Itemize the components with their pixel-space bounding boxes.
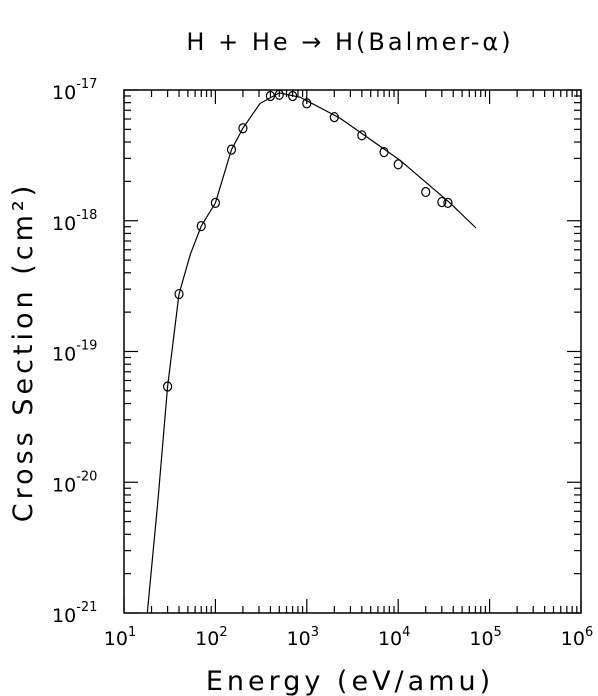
y-tick-base: 10 — [52, 605, 76, 627]
data-point — [238, 123, 248, 134]
y-tick-label: 10-18 — [52, 208, 97, 235]
x-tick-exp: 3 — [311, 625, 319, 640]
y-tick-exp: -19 — [76, 339, 97, 354]
x-tick-base: 10 — [287, 628, 311, 650]
data-point — [421, 186, 431, 198]
data-point — [210, 197, 220, 208]
data-point — [443, 197, 453, 208]
data-point — [357, 130, 367, 141]
x-tick-label: 104 — [378, 625, 410, 650]
x-tick-exp: 4 — [402, 625, 410, 640]
x-tick-exp: 5 — [494, 625, 502, 640]
data-point — [437, 196, 447, 208]
x-tick-base: 10 — [561, 628, 585, 650]
y-tick-label: 10-17 — [52, 77, 97, 104]
x-tick-base: 10 — [195, 628, 219, 650]
y-tick-label: 10-21 — [52, 600, 97, 627]
y-tick-base: 10 — [52, 213, 76, 235]
y-tick-exp: -17 — [76, 77, 97, 92]
x-tick-exp: 2 — [219, 625, 227, 640]
y-tick-base: 10 — [52, 474, 76, 496]
y-axis-label: Cross Section (cm²) — [8, 182, 39, 523]
x-axis-label: Energy (eV/amu) — [206, 666, 494, 696]
x-tick-label: 106 — [561, 625, 593, 650]
x-tick-base: 10 — [104, 628, 128, 650]
x-tick-base: 10 — [469, 628, 493, 650]
y-tick-base: 10 — [52, 344, 76, 366]
y-tick-label: 10-19 — [52, 339, 97, 366]
plot-frame — [123, 89, 582, 614]
x-tick-base: 10 — [378, 628, 402, 650]
x-tick-label: 101 — [104, 625, 136, 650]
x-tick-label: 105 — [469, 625, 501, 650]
y-tick-exp: -21 — [76, 600, 97, 615]
y-tick-exp: -18 — [76, 208, 97, 223]
y-tick-label: 10-20 — [52, 469, 97, 496]
x-tick-label: 103 — [287, 625, 319, 650]
chart-title: H + He → H(Balmer-α) — [186, 28, 513, 56]
fit-curve — [146, 92, 477, 614]
data-point — [226, 144, 237, 155]
x-tick-exp: 1 — [128, 625, 136, 640]
data-point — [393, 159, 403, 170]
x-tick-exp: 6 — [585, 625, 593, 640]
x-tick-label: 102 — [195, 625, 227, 650]
y-tick-base: 10 — [52, 82, 76, 104]
y-tick-exp: -20 — [76, 469, 97, 484]
data-point — [196, 221, 206, 232]
